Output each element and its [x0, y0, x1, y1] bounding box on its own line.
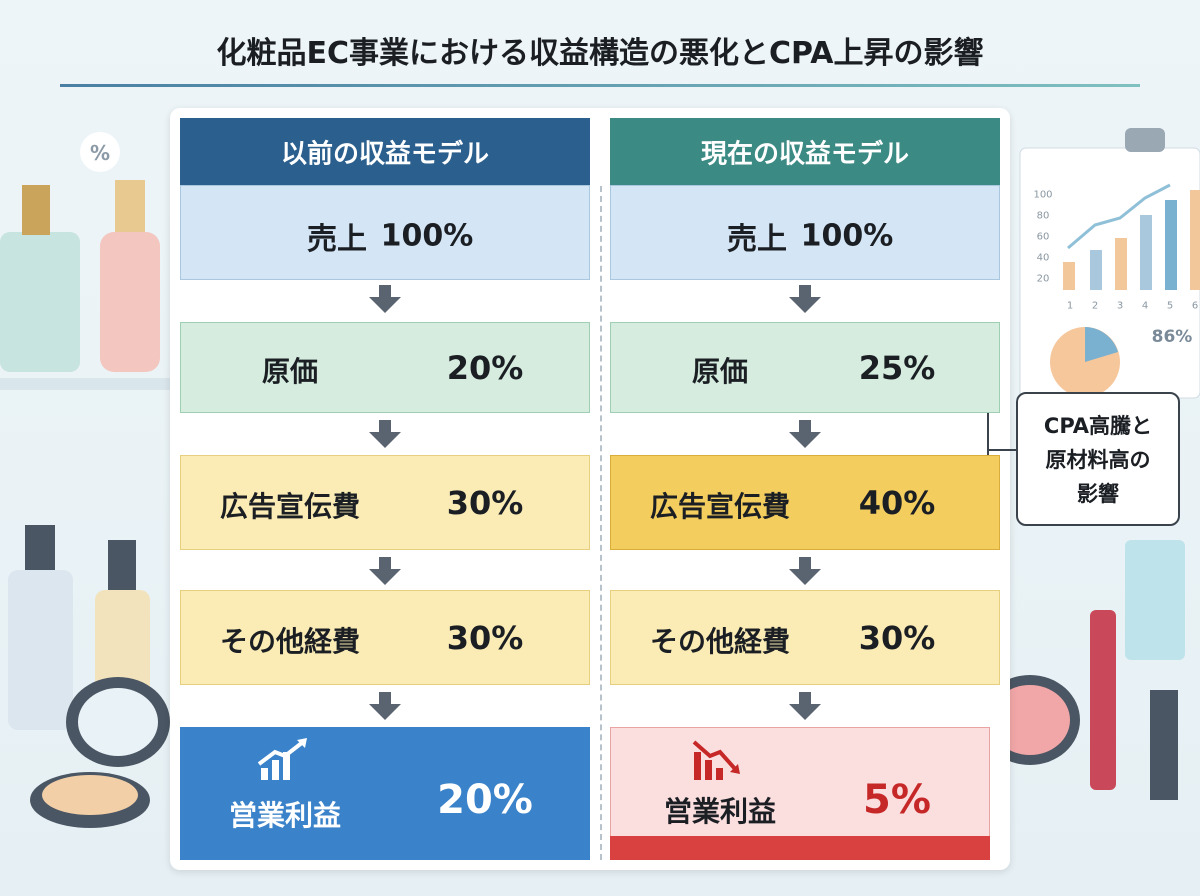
decor-tick: 80	[1036, 210, 1050, 222]
arrow	[789, 692, 821, 720]
sales-box	[610, 185, 1000, 280]
arrow	[369, 285, 401, 313]
cost-box	[610, 455, 1000, 550]
arrow	[789, 285, 821, 313]
title: 化粧品EC事業における収益構造の悪化とCPA上昇の影響	[216, 36, 984, 71]
sales-label: 売上	[307, 222, 367, 257]
cost-label: その他経費	[649, 624, 791, 658]
cost-box	[610, 590, 1000, 685]
cost-label: 原価	[261, 354, 319, 388]
decor-tick: 40	[1036, 252, 1050, 264]
decor-x: 3	[1116, 300, 1124, 312]
cost-label: 広告宣伝費	[649, 489, 791, 523]
column-header-text: 以前の収益モデル	[280, 139, 490, 170]
title-underline	[60, 84, 1140, 87]
decor-x: 2	[1091, 300, 1099, 312]
up-icon	[257, 738, 307, 780]
decor-tick: 20	[1036, 273, 1050, 285]
arrow	[369, 420, 401, 448]
cost-label: 広告宣伝費	[219, 489, 361, 523]
decor-x: 5	[1166, 300, 1174, 312]
cost-label: その他経費	[219, 624, 361, 658]
callout	[1016, 392, 1180, 526]
cost-box	[180, 322, 590, 413]
decor-x: 1	[1066, 300, 1074, 312]
down-icon	[692, 740, 740, 780]
profit-value: 20%	[437, 777, 533, 823]
decor-pie-label: 86%	[1151, 327, 1193, 347]
cost-value: 30%	[446, 618, 524, 657]
arrow	[789, 420, 821, 448]
decor-x: 4	[1141, 300, 1149, 312]
column-header-text: 現在の収益モデル	[700, 139, 910, 170]
arrow	[369, 557, 401, 585]
cost-value: 20%	[446, 348, 524, 387]
callout-line: CPA高騰と	[1043, 414, 1153, 438]
sales-value: 100%	[380, 218, 474, 254]
sales-value: 100%	[800, 218, 894, 254]
callout-line: 影響	[1077, 482, 1119, 506]
cost-value: 25%	[858, 348, 936, 387]
sales-box	[180, 185, 590, 280]
cost-box	[180, 590, 590, 685]
cost-box	[610, 322, 1000, 413]
decor-bubble: %	[89, 141, 111, 165]
profit-label: 営業利益	[663, 795, 777, 828]
column-header	[610, 118, 1000, 185]
cost-value: 40%	[858, 483, 936, 522]
arrow	[369, 692, 401, 720]
cost-box	[180, 455, 590, 550]
decor-x: 6	[1191, 300, 1199, 312]
decor-tick: 100	[1033, 189, 1053, 201]
decor-tick: 60	[1036, 231, 1050, 243]
cost-value: 30%	[858, 618, 936, 657]
profit-label: 営業利益	[228, 799, 342, 832]
sales-label: 売上	[727, 222, 787, 257]
callout-line: 原材料高の	[1045, 448, 1151, 472]
column-header	[180, 118, 590, 185]
profit-bar	[610, 836, 990, 860]
cost-value: 30%	[446, 483, 524, 522]
profit-value: 5%	[863, 777, 931, 823]
arrow	[789, 557, 821, 585]
profit-box	[180, 727, 590, 860]
divider	[600, 186, 602, 860]
cost-label: 原価	[691, 354, 749, 388]
